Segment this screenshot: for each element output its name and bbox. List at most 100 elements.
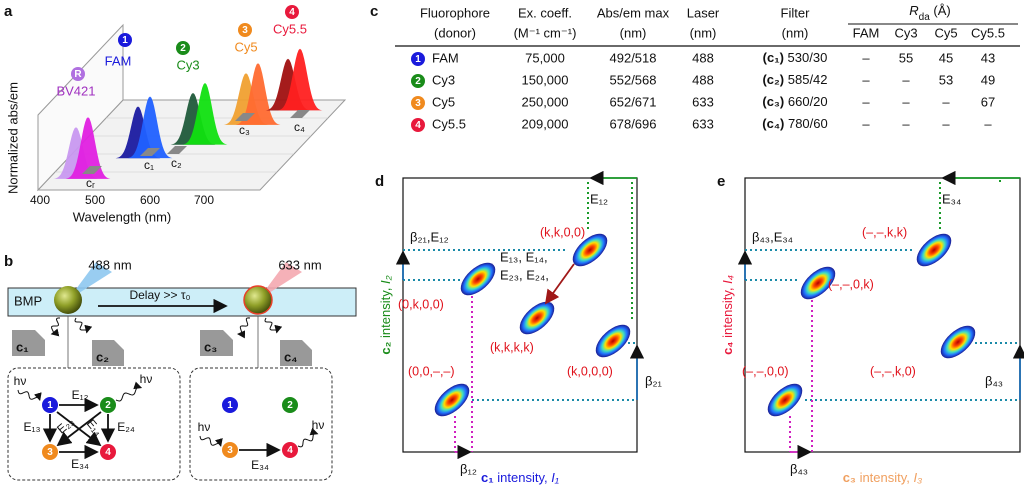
badge xyxy=(411,52,425,66)
photons-text: hν xyxy=(312,418,325,432)
plot-frame xyxy=(402,177,638,453)
badge xyxy=(411,74,425,88)
absem-text: 492/518 xyxy=(610,50,657,65)
rda-text: 67 xyxy=(981,94,995,109)
label: (c₄) 780/60 xyxy=(762,116,827,131)
photon xyxy=(199,435,223,447)
headers-text: Abs/em max xyxy=(597,5,670,20)
y-axis-part: intensity, xyxy=(720,284,735,342)
scheme-box xyxy=(189,367,333,481)
cluster xyxy=(916,233,952,267)
label-text: e xyxy=(717,173,725,190)
rda-text: – xyxy=(942,116,950,131)
detector xyxy=(280,340,312,366)
y-axis-part: I₄ xyxy=(720,275,735,284)
lasers-text: 488 nm xyxy=(88,257,131,272)
transfers-text: E₃₄ xyxy=(251,458,269,472)
filter-band xyxy=(290,110,310,118)
cluster xyxy=(800,266,836,300)
transfers-text: E₃₄ xyxy=(71,457,89,471)
plot-frame xyxy=(744,177,1021,453)
filter-band xyxy=(140,148,160,156)
states-text: (–,–,0,k) xyxy=(828,277,874,291)
badge xyxy=(42,444,58,460)
bead xyxy=(243,285,273,315)
filter-part: 530/30 xyxy=(784,50,827,65)
label: (c₃) 660/20 xyxy=(762,94,827,109)
rda-text: – xyxy=(862,94,870,109)
coeff-text: 150,000 xyxy=(522,72,569,87)
x-ticks-text: 700 xyxy=(194,193,214,207)
headers-text: (nm) xyxy=(620,25,647,40)
rda-text: – xyxy=(902,72,910,87)
name-text: BV421 xyxy=(56,83,95,98)
headers-text: Ex. coeff. xyxy=(518,5,572,20)
filter-channel-part: (c₄) xyxy=(762,116,784,131)
laser-text: 633 xyxy=(692,94,714,109)
headers-text: Fluorophore xyxy=(420,5,490,20)
lasers-text: 633 nm xyxy=(278,257,321,272)
photon xyxy=(297,427,319,448)
photon xyxy=(17,389,42,402)
badge xyxy=(71,67,85,81)
filters-text: c₄ xyxy=(294,120,305,134)
headers-text: (nm) xyxy=(690,25,717,40)
label-text: d xyxy=(375,173,384,190)
columns-text: FAM xyxy=(853,25,880,40)
filters-text: cᵣ xyxy=(86,176,95,190)
rda-text: – xyxy=(902,94,910,109)
transfer-text: E₂₃, E₂₄, xyxy=(500,267,549,282)
nodes-text: 1 xyxy=(227,400,233,411)
x-ticks-text: 400 xyxy=(30,193,50,207)
cluster xyxy=(519,301,555,335)
badge-text: 4 xyxy=(289,7,295,18)
name-text: Cy5 xyxy=(234,39,257,54)
rda-text: 53 xyxy=(939,72,953,87)
photons-text: hν xyxy=(14,374,27,388)
coeff-text: 209,000 xyxy=(522,116,569,131)
filters-text: c₂ xyxy=(171,156,182,170)
transfer-text: E₁₃, E₁₄, xyxy=(500,249,548,264)
spectrum xyxy=(277,48,323,111)
badge-text: 2 xyxy=(415,76,421,87)
badge xyxy=(176,41,190,55)
x-axis-part: I₁ xyxy=(551,470,559,485)
name-text: Cy5.5 xyxy=(432,116,466,131)
states-text: (–,–,k,k) xyxy=(862,225,907,239)
cluster xyxy=(767,383,803,417)
photons-text: hν xyxy=(198,420,211,434)
badge xyxy=(42,397,58,413)
cluster xyxy=(940,325,976,359)
rda-text: – xyxy=(902,116,910,131)
photon xyxy=(115,381,143,402)
rda-text: – xyxy=(984,116,992,131)
badge-text: R xyxy=(74,69,82,80)
detectors-text: c₁ xyxy=(16,339,29,354)
coeff-text: 75,000 xyxy=(525,50,565,65)
bottom-text: β₁₂ xyxy=(460,461,477,476)
photon xyxy=(74,317,93,334)
detectors-text: c₃ xyxy=(204,339,217,354)
rda-text: – xyxy=(862,72,870,87)
states-text: (k,0,0,0) xyxy=(567,364,613,378)
nodes-text: 3 xyxy=(47,447,53,458)
badge xyxy=(222,397,238,413)
transfers-text: E₂₄ xyxy=(117,420,135,434)
filter-part: 660/20 xyxy=(784,94,827,109)
badge-text: 2 xyxy=(180,43,186,54)
label: c₂ intensity, I₂ xyxy=(378,275,393,354)
top-text: E₁₂ xyxy=(590,191,608,206)
rda-text: 43 xyxy=(981,50,995,65)
sub-part: da xyxy=(919,12,931,23)
label: c₄ intensity, I₄ xyxy=(720,275,735,355)
nodes-text: 1 xyxy=(47,400,53,411)
right-text: β₄₃ xyxy=(985,373,1003,388)
nodes-text: 4 xyxy=(287,445,293,456)
detectors-text: c₂ xyxy=(96,349,109,364)
badge xyxy=(282,442,298,458)
detector xyxy=(92,340,124,366)
transfers-text: E₁₃ xyxy=(24,420,41,434)
filter-channel-part: (c₁) xyxy=(763,50,784,65)
name-text: Cy5.5 xyxy=(273,21,307,36)
badge xyxy=(100,444,116,460)
